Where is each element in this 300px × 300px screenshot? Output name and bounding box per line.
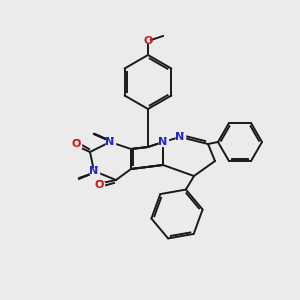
- Text: N: N: [89, 166, 99, 176]
- Text: N: N: [105, 137, 115, 147]
- Text: N: N: [158, 137, 168, 147]
- Text: O: O: [143, 36, 153, 46]
- Bar: [176, 134, 184, 140]
- Bar: [106, 139, 115, 145]
- Bar: [89, 167, 98, 175]
- Text: O: O: [94, 180, 104, 190]
- Bar: [94, 182, 103, 188]
- Text: O: O: [94, 180, 104, 190]
- Bar: [176, 134, 184, 140]
- Text: O: O: [71, 139, 81, 149]
- Text: N: N: [89, 166, 99, 176]
- Text: N: N: [176, 132, 184, 142]
- Text: N: N: [105, 137, 115, 147]
- Bar: [159, 139, 167, 145]
- Text: N: N: [105, 137, 115, 147]
- Bar: [106, 139, 114, 145]
- Text: N: N: [89, 166, 99, 176]
- Text: O: O: [71, 139, 81, 149]
- Text: N: N: [176, 132, 184, 142]
- Bar: [71, 140, 80, 148]
- Bar: [158, 139, 167, 145]
- Bar: [90, 168, 98, 174]
- Text: N: N: [158, 137, 168, 147]
